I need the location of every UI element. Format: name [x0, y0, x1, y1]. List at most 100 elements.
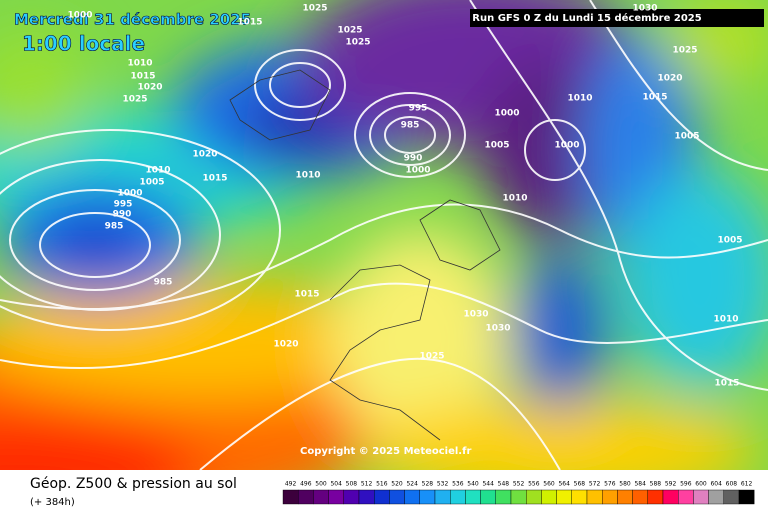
- colorbar-label: 496: [300, 481, 312, 488]
- isobar-label: 1025: [345, 38, 370, 48]
- footer-lead: (+ 384h): [30, 497, 75, 508]
- colorbar-label: 564: [558, 481, 570, 488]
- isobar-label: 1015: [642, 93, 667, 103]
- isobar-label: 1005: [674, 132, 699, 142]
- colorbar-label: 524: [406, 481, 418, 488]
- colorbar-swatch: [617, 489, 633, 505]
- colorbar-label: 580: [619, 481, 631, 488]
- isobar-label: 1010: [502, 194, 527, 204]
- isobar-label: 1010: [295, 171, 320, 181]
- isobar-label: 1010: [145, 166, 170, 176]
- colorbar-swatch: [738, 489, 755, 505]
- colorbar-label: 608: [726, 481, 738, 488]
- colorbar-swatch: [282, 489, 299, 505]
- isobar-label: 985: [105, 222, 124, 232]
- colorbar-label: 532: [437, 481, 449, 488]
- colorbar-swatch: [450, 489, 466, 505]
- colorbar-swatch: [389, 489, 405, 505]
- isobar-label: 995: [409, 104, 428, 114]
- colorbar-swatch: [586, 489, 603, 505]
- isobar-label: 1015: [130, 72, 155, 82]
- isobar-label: 1025: [122, 95, 147, 105]
- colorbar-swatch: [632, 489, 648, 505]
- isobar-label: 985: [154, 278, 173, 288]
- colorbar-swatch: [328, 489, 345, 505]
- colorbar-swatch: [571, 489, 588, 505]
- colorbar-label: 512: [361, 481, 373, 488]
- isobar-label: 1020: [657, 74, 682, 84]
- colorbar-swatch: [662, 489, 679, 505]
- colorbar-label: 556: [528, 481, 540, 488]
- isobar-label: 1025: [419, 352, 444, 362]
- colorbar-swatch: [419, 489, 436, 505]
- colorbar-swatch: [723, 489, 740, 505]
- colorbar-label: 588: [650, 481, 662, 488]
- isobar-label: 1025: [337, 26, 362, 36]
- colorbar-label: 572: [589, 481, 601, 488]
- colorbar-swatch: [374, 489, 390, 505]
- isobar-label: 1010: [567, 94, 592, 104]
- isobar-label: 1020: [273, 340, 298, 350]
- colorbar-swatch: [510, 489, 527, 505]
- colorbar-swatch: [556, 489, 572, 505]
- colorbar-label: 576: [604, 481, 616, 488]
- isobar-label: 1020: [192, 150, 217, 160]
- isobar-label: 1030: [485, 324, 510, 334]
- colorbar-label: 548: [498, 481, 510, 488]
- colorbar-label: 552: [513, 481, 525, 488]
- run-text: Run GFS 0 Z du Lundi 15 décembre 2025: [472, 12, 701, 24]
- copyright: Copyright © 2025 Meteociel.fr: [300, 446, 471, 457]
- colorbar-label: 560: [543, 481, 555, 488]
- colorbar-label: 612: [741, 481, 753, 488]
- colorbar-swatch: [708, 489, 724, 505]
- colorbar-swatch: [647, 489, 664, 505]
- isobar-label: 1025: [672, 46, 697, 56]
- colorbar-swatch: [678, 489, 694, 505]
- isobar-label: 1030: [632, 4, 657, 14]
- colorbar-label: 592: [665, 481, 677, 488]
- isobar-label: 1030: [463, 310, 488, 320]
- colorbar-swatch: [693, 489, 709, 505]
- colorbar-swatch: [495, 489, 512, 505]
- colorbar-label: 536: [452, 481, 464, 488]
- isobar-label: 1020: [137, 83, 162, 93]
- colorbar-swatch: [358, 489, 375, 505]
- colorbar-swatch: [541, 489, 557, 505]
- isobar-label: 1015: [202, 174, 227, 184]
- isobars: [0, 0, 768, 470]
- date: Mercredi 31 décembre 2025: [14, 11, 251, 29]
- isobar-label: 995: [114, 200, 133, 210]
- colorbar-swatch: [465, 489, 481, 505]
- isobar-label: 985: [401, 121, 420, 131]
- isobar-label: 1000: [554, 141, 579, 151]
- isobar-label: 1000: [494, 109, 519, 119]
- time: 1:00 locale: [22, 32, 145, 56]
- colorbar-label: 544: [482, 481, 494, 488]
- colorbar-label: 504: [330, 481, 342, 488]
- colorbar-label: 520: [391, 481, 403, 488]
- isobar-label: 1025: [302, 4, 327, 14]
- isobar-label: 1000: [117, 189, 142, 199]
- colorbar-swatch: [434, 489, 451, 505]
- colorbar-label: 500: [315, 481, 327, 488]
- colorbar-swatch: [480, 489, 497, 505]
- isobar-label: 1000: [67, 11, 92, 21]
- colorbar-label: 516: [376, 481, 388, 488]
- isobar-label: 1015: [294, 290, 319, 300]
- isobar-label: 1000: [405, 166, 430, 176]
- colorbar-label: 596: [680, 481, 692, 488]
- colorbar-swatch: [602, 489, 618, 505]
- colorbar-swatch: [404, 489, 421, 505]
- colorbar-label: 528: [422, 481, 434, 488]
- colorbar-label: 492: [285, 481, 297, 488]
- colorbar-label: 540: [467, 481, 479, 488]
- colorbar-label: 568: [574, 481, 586, 488]
- run-box: [470, 9, 764, 27]
- footer-title: Géop. Z500 & pression au sol: [30, 476, 237, 492]
- colorbar-label: 604: [710, 481, 722, 488]
- isobar-label: 990: [404, 154, 423, 164]
- colorbar-swatch: [298, 489, 314, 505]
- colorbar-swatch: [343, 489, 360, 505]
